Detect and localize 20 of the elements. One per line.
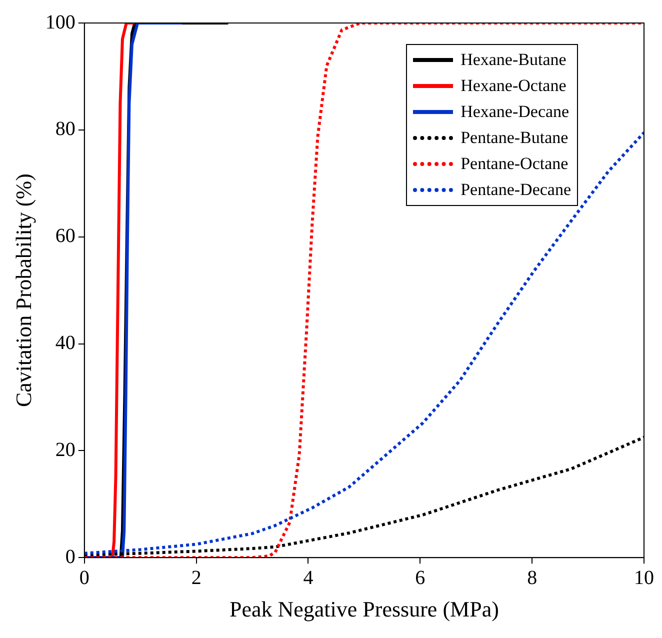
y-tick-label: 100 xyxy=(45,11,76,34)
legend-label: Hexane-Butane xyxy=(460,49,566,71)
x-tick-label: 10 xyxy=(634,566,654,589)
x-tick-label: 6 xyxy=(415,566,426,589)
y-tick-label: 40 xyxy=(55,332,76,354)
legend-label: Hexane-Octane xyxy=(460,75,566,97)
legend-label: Pentane-Butane xyxy=(460,127,568,149)
legend-label: Pentane-Octane xyxy=(460,153,568,175)
legend-label: Hexane-Decane xyxy=(460,101,570,123)
x-axis-title: Peak Negative Pressure (MPa) xyxy=(229,596,499,622)
y-tick-label: 60 xyxy=(55,225,76,248)
x-tick-label: 2 xyxy=(191,566,202,589)
x-tick-label: 4 xyxy=(303,566,314,589)
x-tick-label: 8 xyxy=(527,566,538,589)
y-tick-label: 0 xyxy=(65,546,76,568)
y-tick-label: 80 xyxy=(55,118,76,140)
y-axis-title: Cavitation Probability (%) xyxy=(10,174,36,408)
legend-label: Pentane-Decane xyxy=(460,179,571,201)
y-tick-label: 20 xyxy=(55,438,76,461)
x-tick-label: 0 xyxy=(79,566,90,589)
